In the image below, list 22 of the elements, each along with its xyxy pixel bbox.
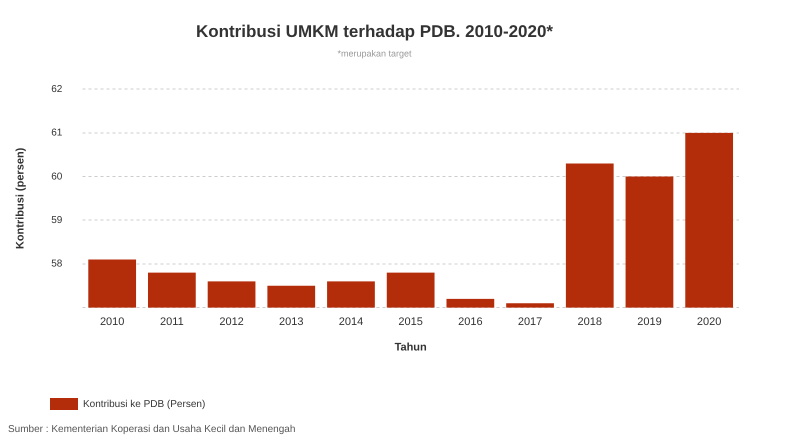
- x-tick-label: 2018: [578, 316, 602, 328]
- y-axis-title: Kontribusi (persen): [14, 147, 27, 250]
- y-tick-label: 60: [51, 171, 63, 182]
- chart-title: Kontribusi UMKM terhadap PDB. 2010-2020*: [196, 22, 554, 41]
- y-tick-label: 58: [51, 258, 63, 270]
- y-tick-label: 62: [51, 84, 63, 95]
- chart-subtitle: *merupakan target: [337, 48, 412, 58]
- text: Sumber : Kementerian Koperasi dan Usaha Kecil dan Menengah: [8, 424, 296, 435]
- x-tick-label: 2014: [338, 316, 364, 328]
- x-tick-label: 2019: [637, 316, 662, 328]
- x-axis-title: Tahun: [394, 341, 428, 354]
- x-tick-label: 2015: [398, 316, 423, 328]
- x-tick-label: 2020: [696, 316, 722, 328]
- x-tick-label: 2011: [160, 316, 184, 328]
- x-tick-label: 2012: [219, 316, 244, 328]
- x-tick-label: 2010: [100, 316, 124, 328]
- legend-label: Kontribusi ke PDB (Persen): [83, 398, 206, 410]
- x-tick-label: 2013: [279, 316, 304, 328]
- y-tick-label: 61: [51, 128, 63, 139]
- x-tick-label: 2017: [518, 316, 542, 328]
- y-tick-label: 59: [51, 214, 63, 226]
- x-tick-label: 2016: [458, 316, 483, 328]
